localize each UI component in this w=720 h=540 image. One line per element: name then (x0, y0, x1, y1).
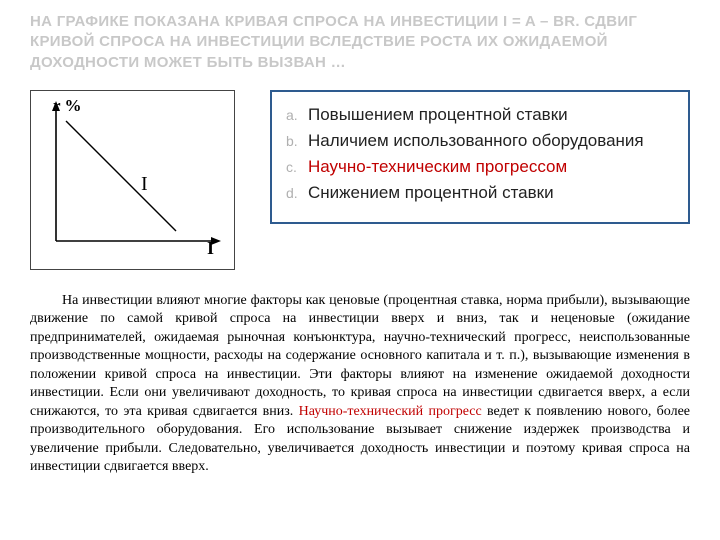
option-d: d. Снижением процентной ставки (280, 182, 670, 204)
explanation-highlight: Научно-технический прогресс (299, 404, 482, 419)
y-axis-label: r % (53, 96, 82, 116)
curve-label: I (141, 173, 148, 196)
option-text: Снижением процентной ставки (308, 182, 554, 204)
option-marker: a. (280, 104, 308, 124)
explanation-part1: На инвестиции влияют многие факторы как … (30, 293, 690, 419)
option-marker: c. (280, 156, 308, 176)
option-text: Повышением процентной ставки (308, 104, 568, 126)
option-marker: d. (280, 182, 308, 202)
answer-options-box: a. Повышением процентной ставки b. Налич… (270, 90, 690, 224)
chart-svg (31, 91, 234, 269)
option-text: Научно-техническим прогрессом (308, 156, 567, 178)
option-marker: b. (280, 130, 308, 150)
option-b: b. Наличием использованного оборудования (280, 130, 670, 152)
option-c: c. Научно-техническим прогрессом (280, 156, 670, 178)
answer-options-list: a. Повышением процентной ставки b. Налич… (280, 104, 670, 204)
option-text: Наличием использованного оборудования (308, 130, 644, 152)
option-a: a. Повышением процентной ставки (280, 104, 670, 126)
demand-curve-chart: r % I I (30, 90, 235, 270)
x-axis-label: I (207, 238, 214, 259)
question-title: НА ГРАФИКЕ ПОКАЗАНА КРИВАЯ СПРОСА НА ИНВ… (30, 12, 690, 73)
explanation-text: На инвестиции влияют многие факторы как … (30, 292, 690, 477)
